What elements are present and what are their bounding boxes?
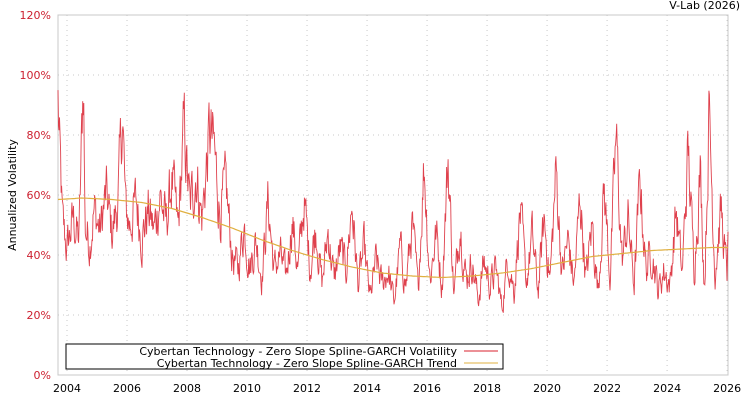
y-axis-label: Annualized Volatility xyxy=(6,139,19,251)
y-axis-ticks: 0% 20% 40% 60% 80% 100% 120% xyxy=(20,9,51,382)
x-tick-label: 2014 xyxy=(353,382,381,395)
x-tick-label: 2022 xyxy=(593,382,621,395)
x-tick-label: 2016 xyxy=(413,382,441,395)
y-tick-label: 100% xyxy=(20,69,51,82)
y-tick-label: 60% xyxy=(27,189,51,202)
y-tick-label: 40% xyxy=(27,249,51,262)
x-tick-label: 2026 xyxy=(713,382,741,395)
x-tick-label: 2004 xyxy=(53,382,81,395)
x-tick-label: 2024 xyxy=(653,382,681,395)
y-tick-label: 80% xyxy=(27,129,51,142)
plot-area-border xyxy=(57,14,729,376)
trend-line xyxy=(57,197,728,279)
x-axis-ticks: 2004 2006 2008 2010 2012 2014 2016 2018 2020 2022… xyxy=(53,382,741,395)
credit-label: V-Lab (2026) xyxy=(669,0,740,12)
legend-label-trend: Cybertan Technology - Zero Slope Spline-… xyxy=(157,357,457,370)
x-tick-label: 2008 xyxy=(173,382,201,395)
legend: Cybertan Technology - Zero Slope Spline-… xyxy=(65,343,504,370)
legend-box xyxy=(65,343,504,370)
x-tick-label: 2018 xyxy=(473,382,501,395)
y-tick-label: 0% xyxy=(34,369,51,382)
x-tick-label: 2010 xyxy=(233,382,261,395)
grid-lines xyxy=(58,15,728,375)
legend-label-volatility: Cybertan Technology - Zero Slope Spline-… xyxy=(139,345,457,358)
x-tick-label: 2020 xyxy=(533,382,561,395)
series-layer xyxy=(57,90,729,313)
y-tick-label: 20% xyxy=(27,309,51,322)
x-tick-label: 2012 xyxy=(293,382,321,395)
y-tick-label: 120% xyxy=(20,9,51,22)
volatility-line xyxy=(57,90,729,313)
x-tick-label: 2006 xyxy=(113,382,141,395)
